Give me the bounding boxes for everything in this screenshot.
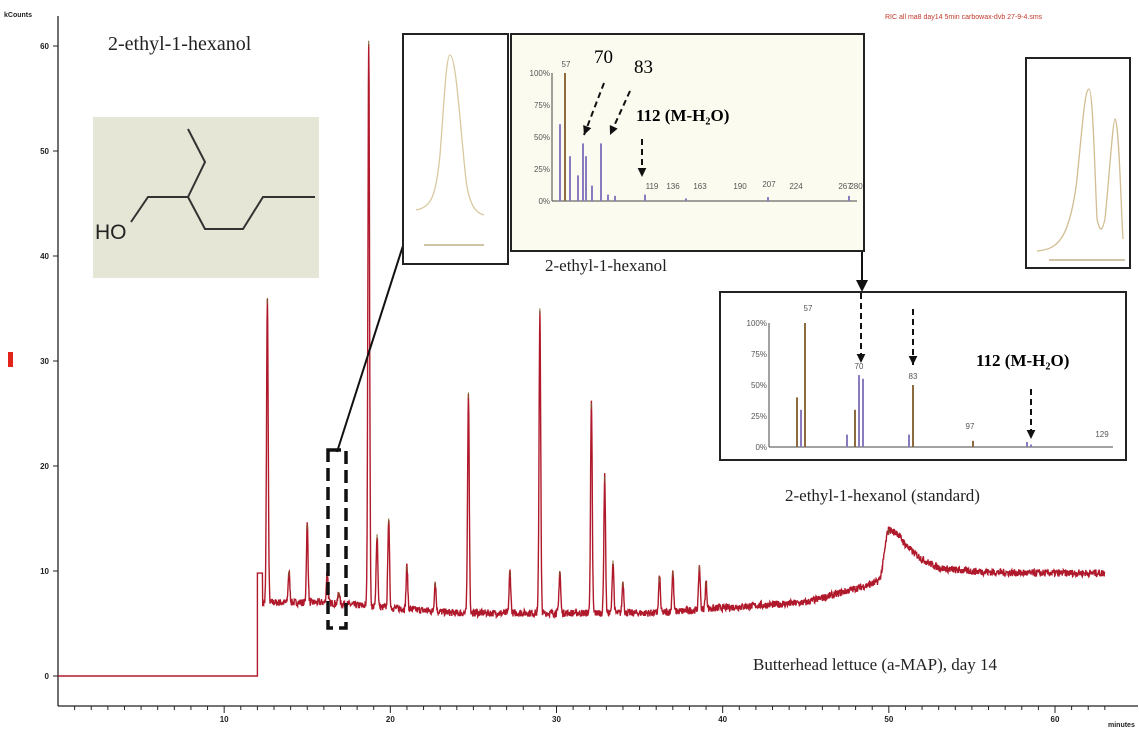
ion-83-label: 83	[634, 57, 653, 78]
ms-arrowhead	[856, 353, 866, 363]
x-tick-label: 30	[552, 715, 561, 724]
y-tick-label: 60	[40, 42, 49, 51]
ms-tick-label: 280	[849, 182, 863, 191]
ion-70-label: 70	[594, 47, 613, 68]
ms-tick-label: 97	[966, 422, 975, 431]
sample-compound-label: 2-ethyl-1-hexanol	[545, 256, 667, 275]
standard-mass-spectrum: 100% 75% 50% 25% 0% 57 70 83 97 129 112 (M-H₂O)	[719, 283, 1127, 461]
ms-y-tick-label: 0%	[755, 443, 767, 452]
ms-tick-label: 224	[789, 182, 803, 191]
y-tick-label: 30	[40, 357, 49, 366]
sample-mass-spectrum: 100% 75% 50% 25% 0% 57 119 136 163 190 207 224 267 28…	[510, 33, 865, 252]
y-unit-label: kCounts	[4, 12, 32, 19]
ms-y-tick-label: 50%	[534, 133, 550, 142]
y-tick-label: 0	[45, 672, 50, 681]
sample-ms-plot: 100% 75% 50% 25% 0% 57 119 136 163 190 207 224 26728…	[530, 60, 864, 206]
ms-tick-label: 119	[646, 182, 659, 191]
y-tick-label: 40	[40, 252, 49, 261]
peak-zoom-inset	[402, 33, 509, 265]
x-tick-label: 60	[1051, 715, 1060, 724]
ms-arrowhead	[637, 167, 647, 177]
ms-tick-label: 70	[855, 362, 864, 371]
standard-compound-label: 2-ethyl-1-hexanol (standard)	[785, 486, 980, 505]
ms-y-tick-label: 50%	[751, 381, 767, 390]
ms-tick-label: 83	[909, 372, 918, 381]
x-ticks: 10 20 30 40 50 60	[74, 706, 1106, 724]
ion-112-label: 112 (M-H₂O)	[636, 106, 730, 125]
ms-tick-label: 163	[693, 182, 707, 191]
hydroxyl-label: HO	[95, 221, 127, 244]
scan-marker	[8, 352, 13, 367]
standard-peak-inset	[1025, 57, 1131, 269]
compare-arrowhead	[856, 280, 868, 292]
y-ticks: 0 10 20 30 40 50 60	[40, 42, 58, 681]
y-tick-label: 10	[40, 567, 49, 576]
y-tick-label: 20	[40, 462, 49, 471]
y-tick-label: 50	[40, 147, 49, 156]
ms-y-tick-label: 75%	[751, 350, 767, 359]
ms-y-tick-label: 75%	[534, 101, 550, 110]
compound-title: 2-ethyl-1-hexanol	[108, 33, 252, 55]
standard-peak-plot	[1036, 88, 1125, 261]
x-tick-label: 10	[220, 715, 229, 724]
chromatogram-trace	[58, 44, 1106, 677]
ms-y-tick-label: 100%	[530, 69, 550, 78]
ms-y-tick-label: 25%	[751, 412, 767, 421]
ms-arrowhead	[583, 125, 592, 135]
ms-arrowhead	[609, 125, 618, 135]
ms-y-tick-label: 25%	[534, 165, 550, 174]
structure-panel: HO	[93, 117, 319, 278]
ms-tick-label: 136	[666, 182, 680, 191]
ms-y-tick-label: 0%	[538, 197, 550, 206]
ms-tick-label: 190	[733, 182, 747, 191]
ms-tick-label: 267	[838, 182, 852, 191]
standard-ms-plot: 100% 75% 50% 25% 0% 57 70 83 97 129	[747, 283, 1113, 452]
ms-arrowhead	[908, 355, 918, 365]
file-label: RIC all ma8 day14 5min carbowax-dvb 27-9…	[885, 14, 1043, 21]
molecule-structure	[130, 128, 315, 230]
x-tick-label: 20	[386, 715, 395, 724]
ms-y-tick-label: 100%	[747, 319, 767, 328]
std-ion-112-label: 112 (M-H₂O)	[976, 351, 1070, 370]
ms-tick-label: 57	[804, 304, 813, 313]
x-tick-label: 50	[884, 715, 893, 724]
ms-tick-label: 57	[562, 60, 571, 69]
peak-zoom-plot	[415, 54, 485, 246]
ms-tick-label: 129	[1095, 430, 1109, 439]
x-tick-label: 40	[718, 715, 727, 724]
ms-arrowhead	[1026, 429, 1036, 439]
x-unit-label: minutes	[1108, 722, 1135, 729]
ms-tick-label: 207	[762, 180, 776, 189]
sample-label: Butterhead lettuce (a-MAP), day 14	[753, 655, 998, 674]
